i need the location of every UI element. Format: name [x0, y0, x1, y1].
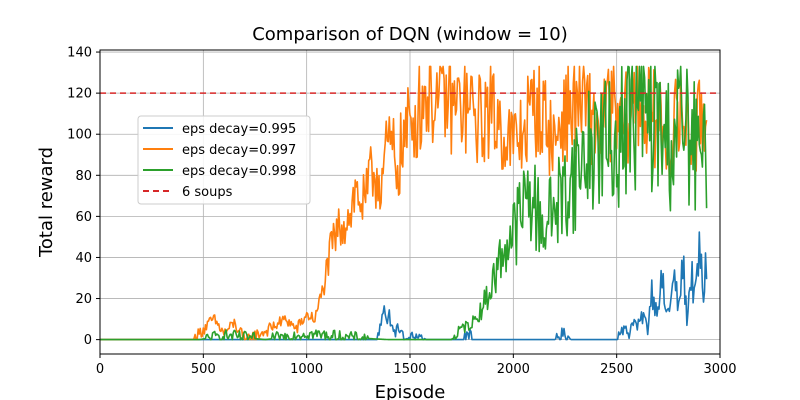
x-tick-label: 500	[191, 362, 216, 377]
legend-box	[137, 115, 311, 205]
legend-label-eps-0997: eps decay=0.997	[182, 143, 296, 158]
y-tick-label: 80	[75, 169, 92, 184]
y-tick-label: 100	[67, 128, 92, 143]
plot-frame	[99, 49, 721, 355]
legend: eps decay=0.995 eps decay=0.997 eps deca…	[137, 115, 311, 205]
y-tick-label: 60	[75, 210, 92, 225]
series-layer	[100, 65, 708, 341]
y-axis-ticks: 0 20 40 60 80 100 120 140	[67, 46, 100, 348]
y-tick-label: 20	[75, 292, 92, 307]
x-tick-label: 2000	[497, 362, 530, 377]
x-tick-label: 1500	[393, 362, 426, 377]
chart-title: Comparison of DQN (window = 10)	[252, 24, 568, 45]
y-tick-label: 0	[84, 333, 92, 348]
x-tick-label: 0	[96, 362, 104, 377]
x-tick-label: 2500	[600, 362, 633, 377]
x-tick-label: 1000	[290, 362, 323, 377]
x-axis-ticks: 0 500 1000 1500 2000 2500 3000	[96, 354, 737, 377]
x-axis-label: Episode	[375, 382, 446, 400]
y-tick-label: 140	[67, 46, 92, 61]
y-tick-label: 120	[67, 87, 92, 102]
legend-label-eps-0998: eps decay=0.998	[182, 164, 296, 179]
y-axis-label: Total reward	[36, 147, 57, 258]
legend-label-6-soups: 6 soups	[182, 185, 233, 200]
legend-label-eps-0995: eps decay=0.995	[182, 122, 296, 137]
series-line-1	[100, 231, 708, 341]
series-line-3	[100, 65, 708, 341]
y-tick-label: 40	[75, 251, 92, 266]
x-tick-label: 3000	[703, 362, 736, 377]
